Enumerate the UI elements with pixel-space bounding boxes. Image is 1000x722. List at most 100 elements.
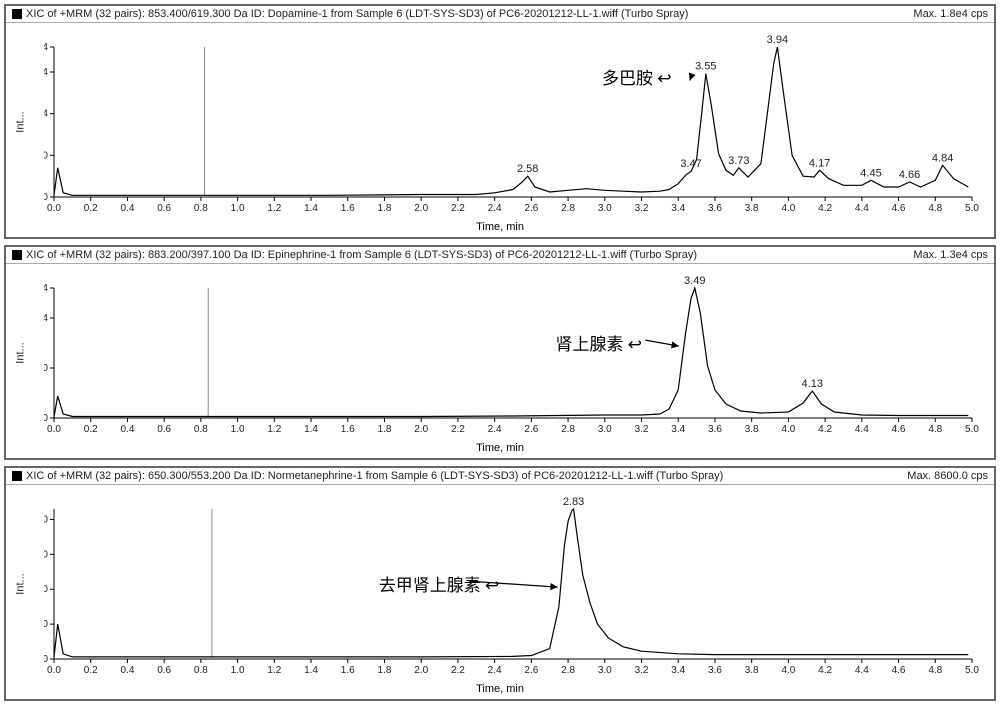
x-axis-label: Time, min [6, 221, 994, 233]
compound-annotation: 去甲肾上腺素 ↩ [379, 571, 500, 596]
header-title: XIC of +MRM (32 pairs): 650.300/553.200 … [26, 470, 723, 482]
peak-label: 4.13 [802, 378, 823, 390]
svg-text:5.0: 5.0 [965, 203, 979, 214]
chromatogram-panel-dopamine: XIC of +MRM (32 pairs): 853.400/619.300 … [4, 4, 996, 239]
svg-text:8000: 8000 [44, 514, 48, 525]
svg-text:0.6: 0.6 [157, 665, 171, 676]
svg-text:5000.0: 5000.0 [44, 150, 48, 161]
chromatogram-svg: 0.00.20.40.60.81.01.21.41.61.82.02.22.42… [44, 31, 982, 217]
svg-text:2.4: 2.4 [488, 203, 502, 214]
svg-text:0.4: 0.4 [120, 424, 134, 435]
svg-text:2.8: 2.8 [561, 665, 575, 676]
svg-text:0.2: 0.2 [84, 665, 98, 676]
svg-text:1.0e4: 1.0e4 [44, 313, 48, 324]
header-max: Max. 8600.0 cps [907, 470, 988, 482]
svg-text:4.6: 4.6 [892, 424, 906, 435]
svg-text:3.6: 3.6 [708, 203, 722, 214]
svg-text:2.0: 2.0 [414, 424, 428, 435]
chart-area: 0.00.20.40.60.81.01.21.41.61.82.02.22.42… [44, 272, 982, 438]
svg-text:4.8: 4.8 [928, 665, 942, 676]
svg-text:4000: 4000 [44, 584, 48, 595]
svg-text:3.0: 3.0 [598, 203, 612, 214]
svg-text:4.8: 4.8 [928, 424, 942, 435]
svg-text:3.8: 3.8 [745, 203, 759, 214]
svg-text:1.0e4: 1.0e4 [44, 109, 48, 120]
peak-label: 3.49 [684, 275, 705, 287]
svg-text:5.0: 5.0 [965, 424, 979, 435]
chromatogram-trace [54, 47, 968, 195]
panel-header: XIC of +MRM (32 pairs): 650.300/553.200 … [6, 468, 994, 485]
peak-label: 3.73 [728, 155, 749, 167]
chromatogram-panel-normetanephrine: XIC of +MRM (32 pairs): 650.300/553.200 … [4, 466, 996, 701]
svg-text:3.2: 3.2 [635, 424, 649, 435]
svg-text:1.3e4: 1.3e4 [44, 283, 48, 294]
trace-swatch [12, 471, 22, 481]
svg-text:3.0: 3.0 [598, 665, 612, 676]
peak-label: 3.47 [680, 158, 701, 170]
svg-text:0.0: 0.0 [44, 192, 48, 203]
svg-text:3.2: 3.2 [635, 665, 649, 676]
svg-text:4.4: 4.4 [855, 203, 869, 214]
svg-text:4.8: 4.8 [928, 203, 942, 214]
header-title: XIC of +MRM (32 pairs): 853.400/619.300 … [26, 8, 688, 20]
svg-text:0.0: 0.0 [47, 203, 61, 214]
svg-text:1.0: 1.0 [231, 665, 245, 676]
peak-label: 3.94 [767, 34, 788, 46]
svg-text:1.8: 1.8 [378, 424, 392, 435]
chromatogram-svg: 0.00.20.40.60.81.01.21.41.61.82.02.22.42… [44, 493, 982, 679]
svg-text:2.6: 2.6 [524, 424, 538, 435]
compound-annotation: 多巴胺 ↩ [602, 64, 672, 89]
x-axis-label: Time, min [6, 683, 994, 695]
svg-text:3.8: 3.8 [745, 424, 759, 435]
svg-text:1.8: 1.8 [378, 665, 392, 676]
svg-text:2.0: 2.0 [414, 665, 428, 676]
svg-text:5000.0: 5000.0 [44, 363, 48, 374]
svg-text:1.2: 1.2 [267, 665, 281, 676]
svg-text:2.0: 2.0 [414, 203, 428, 214]
svg-text:1.6: 1.6 [341, 665, 355, 676]
svg-text:0.4: 0.4 [120, 203, 134, 214]
svg-text:3.6: 3.6 [708, 665, 722, 676]
chart-area: 0.00.20.40.60.81.01.21.41.61.82.02.22.42… [44, 493, 982, 679]
svg-text:1.4: 1.4 [304, 665, 318, 676]
svg-text:3.4: 3.4 [671, 424, 685, 435]
peak-label: 2.58 [517, 163, 538, 175]
peak-label: 4.84 [932, 152, 953, 164]
svg-text:0: 0 [44, 654, 48, 665]
peak-label: 4.66 [899, 169, 920, 181]
svg-text:2.6: 2.6 [524, 203, 538, 214]
svg-text:2.8: 2.8 [561, 424, 575, 435]
svg-text:3.0: 3.0 [598, 424, 612, 435]
svg-text:1.6: 1.6 [341, 203, 355, 214]
svg-text:4.0: 4.0 [781, 665, 795, 676]
svg-text:2.8: 2.8 [561, 203, 575, 214]
chromatogram-panel-epinephrine: XIC of +MRM (32 pairs): 883.200/397.100 … [4, 245, 996, 460]
svg-text:1.0: 1.0 [231, 424, 245, 435]
svg-text:3.2: 3.2 [635, 203, 649, 214]
svg-text:1.8e4: 1.8e4 [44, 42, 48, 53]
header-max: Max. 1.3e4 cps [913, 249, 988, 261]
svg-text:4.6: 4.6 [892, 203, 906, 214]
chromatogram-trace [54, 509, 968, 657]
svg-text:4.2: 4.2 [818, 665, 832, 676]
y-axis-label: Int... [15, 342, 27, 363]
peak-label: 4.45 [860, 167, 881, 179]
svg-text:2.2: 2.2 [451, 424, 465, 435]
svg-text:1.5e4: 1.5e4 [44, 67, 48, 78]
svg-text:4.4: 4.4 [855, 665, 869, 676]
chromatogram-trace [54, 288, 968, 417]
svg-text:2.4: 2.4 [488, 665, 502, 676]
x-axis-label: Time, min [6, 442, 994, 454]
y-axis-label: Int... [15, 111, 27, 132]
chart-area: 0.00.20.40.60.81.01.21.41.61.82.02.22.42… [44, 31, 982, 217]
peak-label: 3.55 [695, 61, 716, 73]
svg-text:4.2: 4.2 [818, 424, 832, 435]
svg-text:1.4: 1.4 [304, 424, 318, 435]
svg-text:4.6: 4.6 [892, 665, 906, 676]
svg-text:2.6: 2.6 [524, 665, 538, 676]
svg-text:0.8: 0.8 [194, 203, 208, 214]
svg-text:0.6: 0.6 [157, 424, 171, 435]
svg-text:6000: 6000 [44, 549, 48, 560]
svg-text:1.0: 1.0 [231, 203, 245, 214]
svg-text:1.2: 1.2 [267, 424, 281, 435]
